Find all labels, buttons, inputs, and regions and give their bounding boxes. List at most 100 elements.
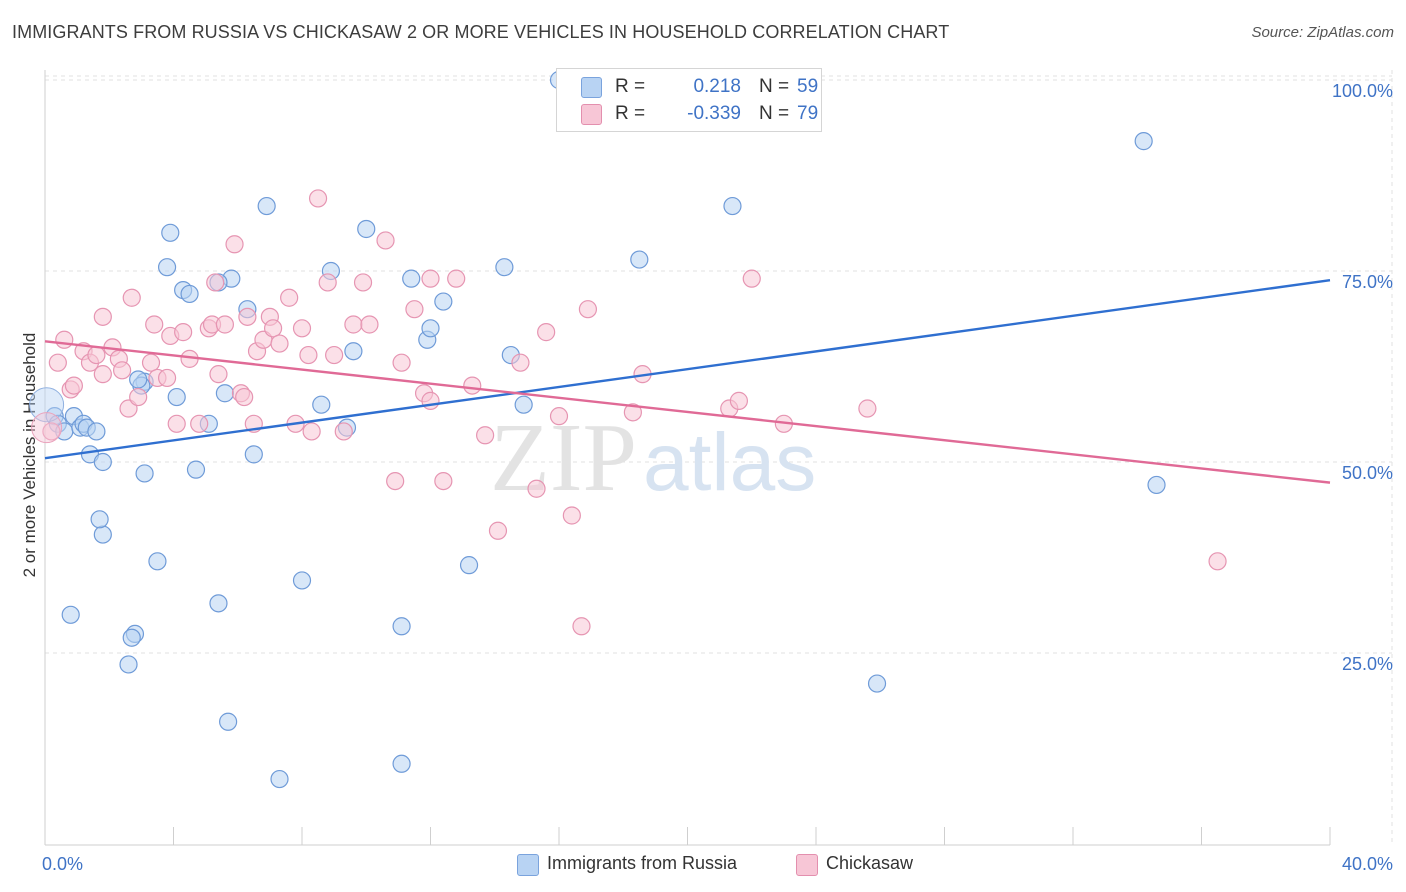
data-point-immigrants-from-russia	[1134, 132, 1153, 151]
data-point-chickasaw	[434, 472, 453, 491]
data-point-chickasaw	[729, 391, 749, 410]
legend-n-value: 79	[797, 103, 819, 124]
data-point-immigrants-from-russia	[392, 754, 411, 773]
data-point-chickasaw	[141, 353, 161, 372]
data-point-immigrants-from-russia	[1147, 475, 1166, 495]
data-point-immigrants-from-russia	[257, 196, 276, 216]
data-point-chickasaw	[238, 307, 257, 326]
data-point-immigrants-from-russia	[292, 571, 312, 590]
data-point-immigrants-from-russia	[29, 387, 65, 423]
series-immigrants-from-russia	[29, 70, 1166, 789]
data-point-immigrants-from-russia	[129, 370, 148, 389]
data-point-chickasaw	[318, 273, 337, 292]
legend-n-value: 59	[797, 76, 819, 97]
data-point-immigrants-from-russia	[157, 258, 177, 277]
data-point-immigrants-from-russia	[459, 556, 479, 575]
data-point-immigrants-from-russia	[219, 712, 238, 731]
data-point-immigrants-from-russia	[148, 552, 167, 571]
data-point-chickasaw	[578, 300, 598, 319]
data-point-immigrants-from-russia	[495, 258, 514, 277]
data-point-chickasaw	[421, 391, 440, 410]
legend-n-label: N =	[759, 103, 790, 124]
data-point-chickasaw	[157, 368, 177, 388]
data-point-chickasaw	[263, 319, 283, 338]
data-point-chickasaw	[344, 315, 363, 334]
data-point-chickasaw	[549, 407, 569, 426]
watermark-atlas: atlas	[643, 417, 816, 508]
y-tick-label: 100.0%	[1332, 81, 1393, 101]
data-point-immigrants-from-russia	[421, 319, 440, 338]
trend-line-chickasaw	[44, 340, 1331, 484]
data-point-chickasaw	[392, 353, 411, 372]
legend-swatch-blue	[581, 77, 602, 98]
legend-r-label: R =	[615, 103, 646, 124]
x-tick-label: 40.0%	[1342, 854, 1393, 874]
data-point-immigrants-from-russia	[61, 605, 80, 624]
data-point-chickasaw	[112, 361, 132, 380]
data-point-chickasaw	[623, 403, 642, 422]
legend-label: Immigrants from Russia	[547, 853, 738, 873]
data-point-immigrants-from-russia	[167, 387, 186, 407]
data-point-chickasaw	[64, 376, 84, 395]
data-point-chickasaw	[511, 353, 530, 372]
data-point-immigrants-from-russia	[93, 525, 112, 544]
series-legend: Immigrants from Russia Chickasaw	[0, 852, 1406, 878]
data-point-chickasaw	[353, 273, 373, 292]
data-point-immigrants-from-russia	[270, 769, 289, 789]
data-point-chickasaw	[292, 319, 312, 338]
data-point-chickasaw	[225, 235, 244, 254]
data-point-immigrants-from-russia	[434, 292, 453, 311]
data-point-chickasaw	[93, 365, 112, 384]
data-point-chickasaw	[476, 426, 495, 445]
data-point-chickasaw	[421, 269, 440, 288]
legend-swatch-pink	[796, 854, 818, 876]
y-tick-label: 25.0%	[1342, 654, 1393, 674]
legend-r-label: R =	[615, 76, 646, 97]
data-point-chickasaw	[93, 307, 112, 326]
legend-r-value: 0.218	[693, 76, 741, 97]
stats-legend: R = 0.218 N = 59 R = -0.339 N = 79	[556, 68, 822, 132]
data-point-chickasaw	[206, 273, 225, 292]
data-point-chickasaw	[325, 345, 344, 365]
data-point-chickasaw	[209, 365, 228, 384]
data-point-chickasaw	[270, 334, 289, 353]
legend-r-value: -0.339	[687, 103, 741, 124]
data-point-chickasaw	[145, 315, 164, 334]
grid-lines	[45, 70, 1393, 845]
chart-title: IMMIGRANTS FROM RUSSIA VS CHICKASAW 2 OR…	[12, 22, 950, 42]
data-point-chickasaw	[122, 288, 141, 307]
data-point-immigrants-from-russia	[723, 196, 742, 216]
legend-swatch-blue	[517, 854, 539, 876]
trend-lines	[44, 278, 1331, 484]
data-point-immigrants-from-russia	[122, 628, 141, 647]
legend-label: Chickasaw	[826, 853, 914, 873]
data-point-immigrants-from-russia	[180, 284, 199, 304]
data-point-chickasaw	[405, 300, 424, 319]
data-point-immigrants-from-russia	[244, 445, 263, 464]
data-point-chickasaw	[308, 189, 328, 208]
data-point-chickasaw	[1208, 552, 1227, 571]
data-point-chickasaw	[572, 617, 591, 636]
data-point-immigrants-from-russia	[392, 617, 411, 636]
data-point-chickasaw	[858, 399, 877, 418]
y-tick-label: 50.0%	[1342, 463, 1393, 483]
series-chickasaw	[31, 189, 1227, 636]
data-point-chickasaw	[42, 422, 61, 441]
data-point-chickasaw	[31, 412, 63, 444]
data-point-chickasaw	[280, 288, 299, 307]
data-point-chickasaw	[527, 479, 546, 498]
data-point-chickasaw	[376, 231, 395, 250]
data-point-chickasaw	[299, 345, 318, 365]
data-point-immigrants-from-russia	[93, 452, 112, 472]
legend-swatch-pink	[581, 104, 602, 125]
data-point-chickasaw	[537, 323, 556, 342]
data-point-chickasaw	[463, 376, 482, 395]
tick-labels: 25.0% 50.0% 75.0% 100.0% 0.0% 40.0%	[42, 81, 1393, 874]
data-point-chickasaw	[129, 387, 148, 407]
data-point-chickasaw	[215, 315, 234, 334]
data-point-immigrants-from-russia	[90, 510, 109, 529]
data-point-immigrants-from-russia	[357, 219, 376, 239]
data-point-chickasaw	[174, 323, 193, 342]
data-point-immigrants-from-russia	[135, 464, 154, 483]
data-point-immigrants-from-russia	[402, 269, 421, 288]
